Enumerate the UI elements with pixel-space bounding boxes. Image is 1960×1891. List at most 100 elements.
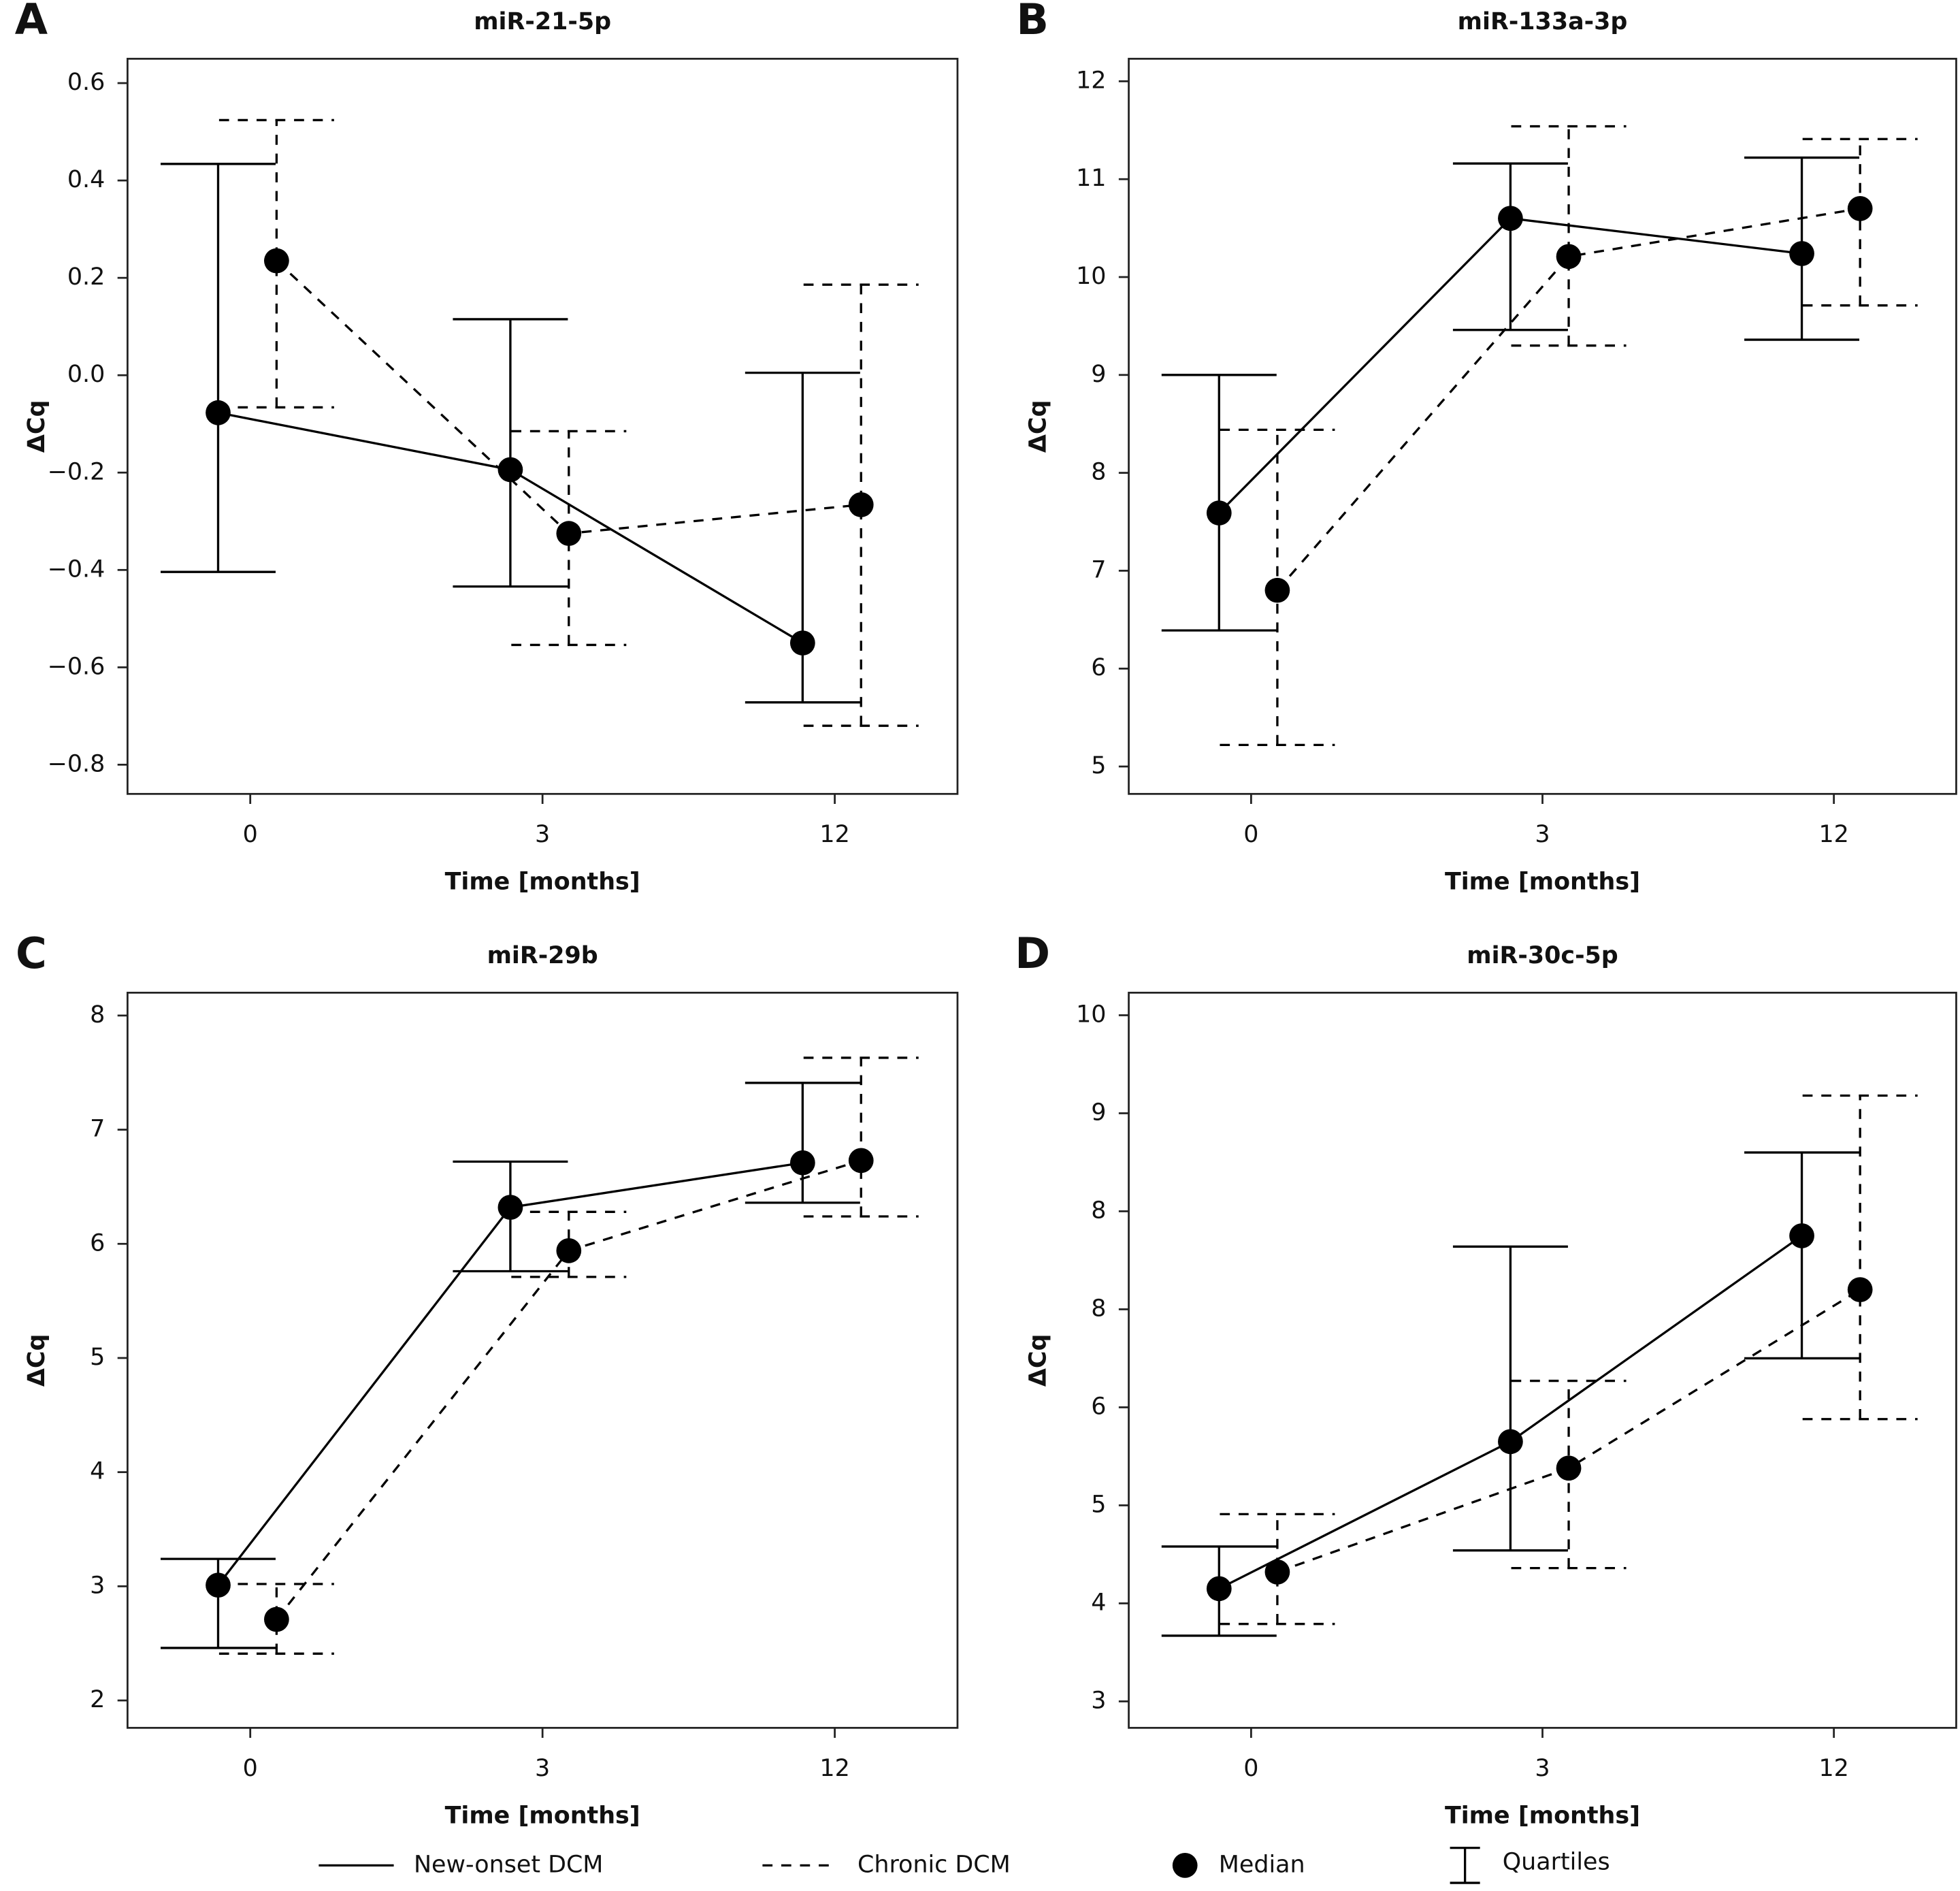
chart-title: miR-29b [487,942,598,969]
y-tick-label: 10 [1076,1001,1106,1028]
y-tick-label: 6 [1091,654,1106,681]
chart-title: miR-133a-3p [1458,8,1628,35]
median-dot [789,630,815,656]
y-tick-label: 7 [90,1116,105,1143]
y-axis-label: ΔCq [23,1334,50,1387]
median-dot [497,1195,523,1220]
median-dot [1556,244,1582,270]
x-tick-label: 12 [1818,1755,1848,1782]
series [1220,1094,1918,1626]
y-tick-label: 2 [90,1686,105,1713]
x-tick-label: 12 [1818,821,1848,848]
y-tick-label: 5 [90,1344,105,1371]
y-tick-label: 8 [1091,459,1106,486]
chart-title: miR-21-5p [474,8,611,35]
x-tick-label: 3 [535,1755,550,1782]
y-axis-label: ΔCq [1024,1334,1051,1387]
x-tick-label: 12 [819,1755,849,1782]
x-tick-label: 0 [243,821,258,848]
y-tick-label: 4 [90,1458,105,1485]
y-tick-label: 8 [1091,1295,1106,1322]
x-tick-label: 0 [243,1755,258,1782]
x-tick-label: 3 [1535,1755,1550,1782]
median-dot [1498,206,1523,231]
x-tick-label: 0 [1243,1755,1258,1782]
legend-label: Quartiles [1503,1849,1610,1876]
median-dot [1789,241,1814,266]
legend-label: Median [1219,1851,1305,1878]
series [1220,125,1918,747]
x-tick-label: 0 [1243,821,1258,848]
series [161,163,860,704]
x-tick-label: 3 [535,821,550,848]
median-dot [789,1150,815,1176]
median-dot [1847,195,1873,221]
x-axis-label: Time [months] [445,869,640,896]
x-tick-label: 12 [819,821,849,848]
median-dot [1498,1429,1523,1455]
y-tick-label: 6 [90,1229,105,1257]
y-tick-label: 9 [1091,361,1106,388]
y-tick-label: 3 [1091,1687,1106,1714]
legend-median-icon [1172,1852,1198,1878]
y-tick-label: 9 [1091,1099,1106,1126]
median-dot [497,457,523,483]
y-tick-label: 6 [1091,1393,1106,1420]
panel-letter: B [1016,0,1049,44]
y-tick-label: 12 [1076,67,1106,94]
y-tick-label: 0.2 [67,263,105,291]
y-axis-label: ΔCq [23,400,50,453]
y-tick-label: −0.4 [48,555,105,583]
y-tick-label: 5 [1091,1491,1106,1518]
panel-letter: C [16,928,47,978]
y-tick-label: 11 [1076,165,1106,192]
median-dot [848,492,874,517]
y-tick-label: 0.6 [67,69,105,96]
y-tick-label: −0.6 [48,653,105,680]
y-tick-label: 5 [1091,752,1106,779]
y-axis-label: ΔCq [1024,400,1051,453]
y-tick-label: −0.2 [48,458,105,485]
median-dot [264,1606,289,1632]
y-tick-label: 4 [1091,1589,1106,1616]
y-tick-label: 10 [1076,263,1106,290]
median-dot [1556,1455,1582,1481]
median-dot [556,521,582,547]
median-dot [1206,500,1232,526]
median-dot [1789,1223,1814,1248]
x-axis-label: Time [months] [1445,869,1640,896]
median-dot [1206,1576,1232,1602]
median-dot [556,1238,582,1263]
median-dot [1264,577,1290,603]
y-tick-label: 0.0 [67,361,105,388]
y-tick-label: 8 [90,1001,105,1029]
y-tick-label: 7 [1091,556,1106,583]
y-tick-label: −0.8 [48,750,105,777]
x-axis-label: Time [months] [1445,1803,1640,1830]
panel-letter: A [15,0,48,44]
chart-title: miR-30c-5p [1467,942,1618,969]
panel-letter: D [1015,928,1050,978]
legend-label: Chronic DCM [858,1851,1011,1878]
median-dot [206,1572,231,1598]
y-tick-label: 8 [1091,1197,1106,1224]
median-dot [1264,1559,1290,1585]
median-dot [848,1148,874,1174]
y-tick-label: 3 [90,1572,105,1599]
series-line [1276,207,1861,592]
median-dot [206,400,231,425]
series [161,1082,860,1649]
median-dot [1847,1277,1873,1303]
x-tick-label: 3 [1535,821,1550,848]
series [218,1056,919,1655]
series [1161,156,1860,632]
legend-label: New-onset DCM [414,1851,603,1878]
x-axis-label: Time [months] [445,1803,640,1830]
series [1161,1151,1860,1637]
series [218,118,919,727]
y-tick-label: 0.4 [67,166,105,193]
median-dot [264,248,289,274]
